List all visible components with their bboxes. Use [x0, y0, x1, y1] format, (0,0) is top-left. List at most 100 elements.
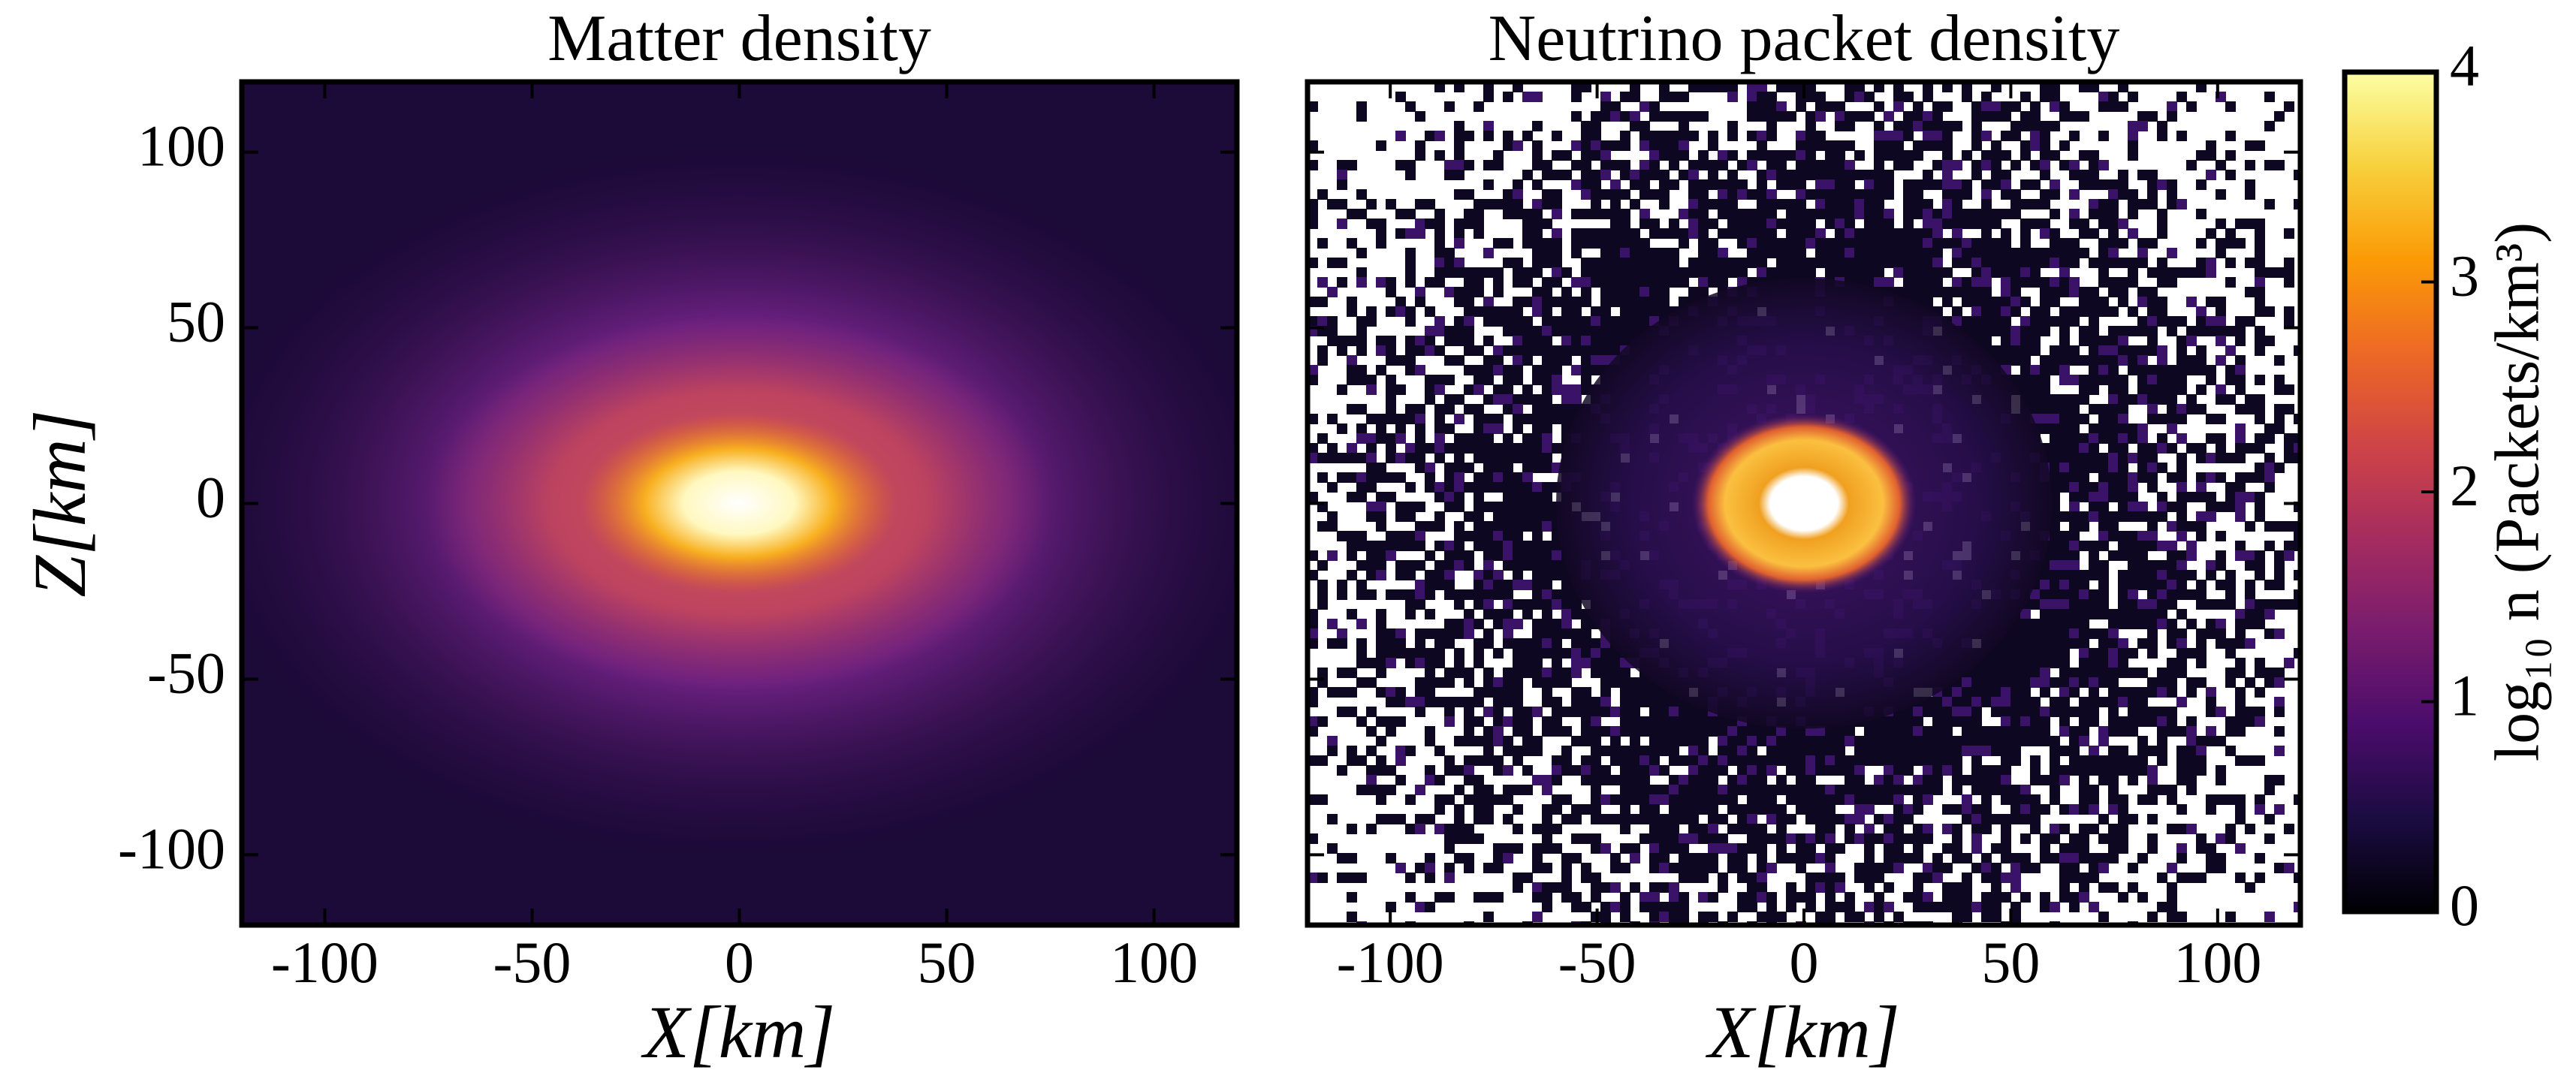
noise-cell: [2216, 550, 2226, 561]
noise-cell: [1766, 209, 1777, 219]
noise-cell: [1454, 531, 1464, 541]
noise-cell: [2059, 355, 2070, 366]
noise-cell: [1659, 150, 1670, 161]
noise-cell: [1425, 726, 1435, 737]
noise-cell: [1874, 179, 1884, 190]
noise-cell: [2098, 677, 2109, 688]
noise-cell: [1366, 746, 1377, 756]
noise-cell: [2245, 609, 2255, 619]
noise-cell: [1474, 306, 1484, 317]
noise-cell: [1747, 101, 1757, 112]
noise-cell: [1805, 150, 1816, 161]
noise-cell: [1727, 755, 1738, 766]
noise-cell: [1932, 238, 1943, 249]
noise-cell: [1688, 267, 1699, 278]
noise-cell: [1493, 755, 1504, 766]
noise-cell: [2059, 589, 2070, 600]
noise-cell: [2030, 736, 2041, 746]
noise-cell: [1356, 638, 1367, 649]
noise-cell: [1737, 755, 1748, 766]
noise-cell: [1561, 404, 1572, 414]
noise-cell: [1503, 345, 1513, 356]
noise-cell: [1395, 531, 1406, 541]
noise-cell: [1552, 375, 1562, 385]
noise-cell: [1805, 121, 1816, 131]
noise-cell: [2196, 306, 2206, 317]
noise-cell: [1366, 677, 1377, 688]
noise-cell: [2216, 502, 2226, 512]
noise-cell: [1405, 365, 1416, 375]
noise-cell: [2225, 580, 2236, 590]
noise-cell: [2020, 658, 2031, 668]
noise-cell: [1659, 267, 1670, 278]
noise-cell: [1639, 101, 1650, 112]
noise-cell: [1444, 267, 1455, 278]
noise-cell: [1981, 677, 1992, 688]
noise-cell: [1552, 258, 1562, 268]
noise-cell: [1542, 316, 1552, 327]
noise-cell: [2118, 599, 2128, 610]
noise-cell: [2108, 423, 2119, 434]
noise-cell: [1679, 716, 1689, 727]
noise-cell: [1425, 697, 1435, 707]
noise-cell: [2040, 726, 2050, 737]
noise-cell: [1454, 355, 1464, 366]
noise-cell: [2020, 248, 2031, 258]
noise-cell: [1610, 179, 1621, 190]
noise-cell: [2137, 287, 2148, 297]
noise-cell: [2274, 560, 2285, 571]
noise-cell: [1600, 316, 1611, 327]
noise-cell: [1464, 384, 1474, 395]
noise-cell: [2216, 453, 2226, 463]
noise-cell: [2020, 628, 2031, 639]
noise-cell: [2010, 628, 2021, 639]
noise-cell: [1688, 160, 1699, 170]
noise-cell: [2157, 316, 2167, 327]
noise-cell: [1474, 199, 1484, 209]
noise-cell: [1327, 326, 1338, 336]
noise-cell: [2050, 746, 2060, 756]
noise-cell: [1591, 258, 1601, 268]
noise-cell: [1893, 131, 1904, 141]
noise-cell: [2108, 453, 2119, 463]
noise-cell: [2010, 755, 2021, 766]
noise-cell: [2040, 160, 2050, 170]
noise-cell: [1962, 219, 1972, 229]
noise-cell: [1513, 550, 1523, 561]
noise-cell: [2245, 707, 2255, 717]
noise-cell: [1991, 707, 2001, 717]
noise-cell: [1405, 658, 1416, 668]
noise-cell: [1669, 697, 1679, 707]
noise-cell: [1493, 726, 1504, 737]
noise-cell: [2118, 726, 2128, 737]
noise-cell: [2137, 345, 2148, 356]
noise-cell: [2030, 697, 2041, 707]
noise-cell: [1503, 492, 1513, 502]
noise-cell: [2010, 697, 2021, 707]
noise-cell: [1669, 160, 1679, 170]
noise-cell: [1610, 287, 1621, 297]
noise-cell: [2147, 560, 2158, 571]
noise-cell: [2108, 492, 2119, 502]
noise-cell: [2020, 111, 2031, 122]
noise-cell: [2206, 472, 2216, 483]
noise-cell: [1835, 101, 1845, 112]
noise-cell: [1669, 267, 1679, 278]
noise-cell: [2167, 677, 2177, 688]
noise-cell: [1757, 726, 1767, 737]
noise-cell: [2196, 267, 2206, 278]
noise-cell: [1874, 248, 1884, 258]
noise-cell: [2255, 433, 2265, 444]
noise-cell: [1805, 209, 1816, 219]
noise-cell: [1317, 277, 1328, 288]
noise-cell: [2001, 726, 2011, 737]
noise-cell: [1776, 258, 1787, 268]
noise-cell: [1464, 267, 1474, 278]
noise-cell: [1796, 248, 1806, 258]
noise-cell: [1386, 472, 1396, 483]
noise-cell: [1395, 511, 1406, 522]
noise-cell: [2108, 463, 2119, 473]
noise-cell: [2050, 189, 2060, 200]
noise-cell: [1395, 355, 1406, 366]
noise-cell: [1532, 394, 1543, 405]
